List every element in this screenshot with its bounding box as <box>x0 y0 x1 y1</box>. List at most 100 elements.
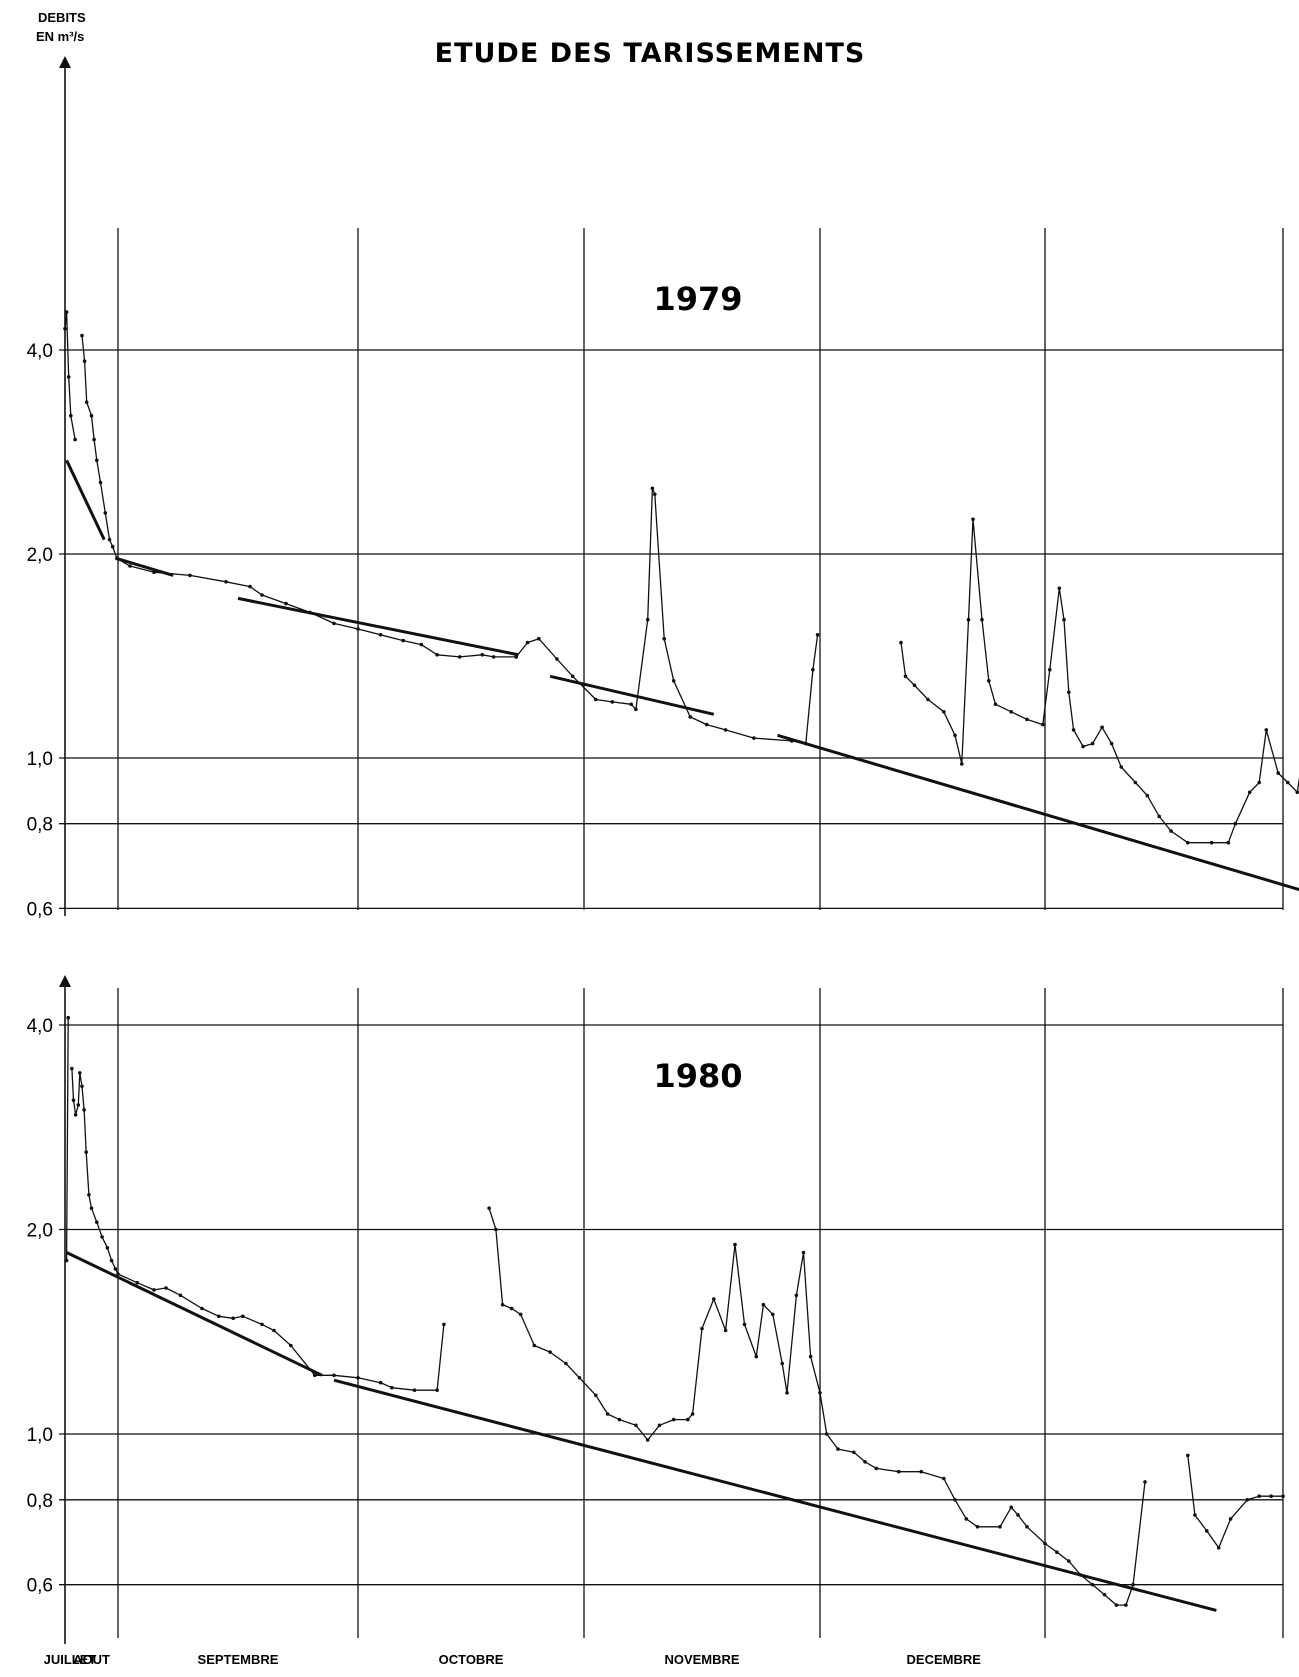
discharge-point-1980 <box>487 1206 491 1210</box>
discharge-point-1979 <box>1157 814 1161 819</box>
month-label: NOVEMBRE <box>664 1652 739 1667</box>
discharge-line-1980 <box>1187 1455 1283 1549</box>
discharge-point-1979 <box>570 674 575 679</box>
discharge-point-1980 <box>95 1220 99 1224</box>
discharge-point-1979 <box>66 375 71 379</box>
discharge-point-1980 <box>1257 1494 1261 1498</box>
discharge-point-1980 <box>442 1322 446 1327</box>
discharge-point-1979 <box>1090 741 1095 746</box>
discharge-point-1979 <box>188 573 192 578</box>
discharge-point-1980 <box>942 1476 946 1481</box>
discharge-point-1980 <box>1186 1453 1190 1458</box>
recession-line-1980 <box>65 1251 323 1377</box>
discharge-point-1980 <box>998 1525 1002 1529</box>
discharge-point-1980 <box>564 1361 568 1366</box>
discharge-point-1980 <box>231 1316 235 1321</box>
discharge-point-1980 <box>964 1517 969 1521</box>
discharge-point-1979 <box>332 621 336 626</box>
discharge-point-1980 <box>605 1412 610 1416</box>
panel-title-1979: 1979 <box>653 280 742 318</box>
discharge-point-1979 <box>634 707 638 712</box>
discharge-point-1979 <box>69 413 73 418</box>
discharge-point-1980 <box>617 1417 622 1422</box>
recession-line-1979 <box>549 674 715 716</box>
discharge-point-1980 <box>84 1150 88 1154</box>
discharge-point-1979 <box>1169 829 1173 833</box>
discharge-point-1980 <box>1025 1525 1029 1529</box>
discharge-point-1980 <box>852 1450 856 1455</box>
discharge-point-1980 <box>435 1388 439 1392</box>
discharge-point-1980 <box>794 1293 799 1298</box>
discharge-point-1979 <box>1226 840 1231 845</box>
discharge-point-1980 <box>332 1373 336 1378</box>
discharge-point-1979 <box>723 728 728 732</box>
discharge-point-1980 <box>89 1206 94 1210</box>
discharge-point-1980 <box>100 1235 104 1239</box>
discharge-point-1979 <box>1233 821 1238 826</box>
discharge-point-1979 <box>73 437 77 442</box>
y-tick-label-1980: 1,0 <box>27 1425 53 1446</box>
discharge-point-1980 <box>1228 1517 1233 1521</box>
discharge-point-1980 <box>686 1417 690 1422</box>
panel-1979: 1979 0,6 0,8 1,0 2,0 4,0 <box>27 56 1299 920</box>
discharge-point-1979 <box>1133 780 1138 785</box>
discharge-point-1979 <box>610 700 615 704</box>
month-label: OCTOBRE <box>439 1652 504 1667</box>
discharge-point-1979 <box>82 359 87 364</box>
discharge-point-1979 <box>92 437 96 442</box>
discharge-point-1980 <box>152 1288 156 1292</box>
discharge-point-1980 <box>390 1385 394 1390</box>
discharge-point-1980 <box>801 1250 806 1255</box>
discharge-point-1980 <box>217 1314 221 1319</box>
discharge-point-1979 <box>1041 722 1045 727</box>
discharge-point-1980 <box>548 1350 552 1354</box>
discharge-point-1979 <box>811 667 815 672</box>
month-label: SEPTEMBRE <box>198 1652 279 1667</box>
discharge-point-1979 <box>555 657 559 661</box>
discharge-point-1979 <box>110 544 115 549</box>
discharge-point-1979 <box>594 697 598 702</box>
discharge-point-1980 <box>836 1447 840 1451</box>
discharge-point-1980 <box>200 1306 204 1311</box>
discharge-point-1980 <box>1143 1480 1147 1484</box>
discharge-point-1979 <box>491 655 496 659</box>
discharge-point-1979 <box>260 593 264 597</box>
discharge-point-1979 <box>653 492 657 497</box>
discharge-point-1979 <box>98 480 103 485</box>
discharge-point-1979 <box>903 674 908 679</box>
discharge-point-1979 <box>815 633 820 637</box>
discharge-point-1980 <box>1090 1582 1095 1587</box>
recession-line-1979 <box>115 556 174 577</box>
discharge-point-1979 <box>84 400 89 405</box>
discharge-point-1980 <box>378 1380 383 1385</box>
discharge-point-1979 <box>1119 765 1123 769</box>
discharge-point-1979 <box>645 617 650 622</box>
discharge-point-1979 <box>1257 780 1261 785</box>
discharge-point-1980 <box>260 1322 264 1327</box>
y-tick-label-1979: 0,6 <box>27 899 53 920</box>
discharge-point-1979 <box>356 627 360 631</box>
discharge-point-1980 <box>1193 1513 1197 1517</box>
discharge-point-1979 <box>1067 690 1071 695</box>
discharge-point-1980 <box>863 1460 867 1464</box>
discharge-point-1980 <box>594 1393 598 1398</box>
y-tick-label-1980: 0,8 <box>27 1491 53 1512</box>
discharge-line-1980 <box>65 1017 69 1261</box>
discharge-point-1980 <box>76 1103 81 1107</box>
discharge-point-1980 <box>874 1466 879 1471</box>
discharge-point-1980 <box>1131 1582 1135 1587</box>
discharge-point-1980 <box>1124 1603 1128 1607</box>
panel-1980: 1980 0,6 0,8 1,0 2,0 4,0 <box>27 975 1285 1644</box>
discharge-point-1979 <box>1100 725 1104 730</box>
discharge-point-1979 <box>1025 717 1029 722</box>
discharge-point-1980 <box>671 1417 676 1422</box>
discharge-point-1980 <box>241 1314 245 1319</box>
discharge-point-1980 <box>690 1412 695 1416</box>
discharge-point-1979 <box>671 679 676 683</box>
discharge-point-1979 <box>95 458 99 463</box>
discharge-point-1980 <box>780 1361 784 1366</box>
discharge-point-1980 <box>1009 1505 1013 1510</box>
discharge-point-1980 <box>71 1098 76 1102</box>
discharge-point-1979 <box>1057 586 1062 591</box>
